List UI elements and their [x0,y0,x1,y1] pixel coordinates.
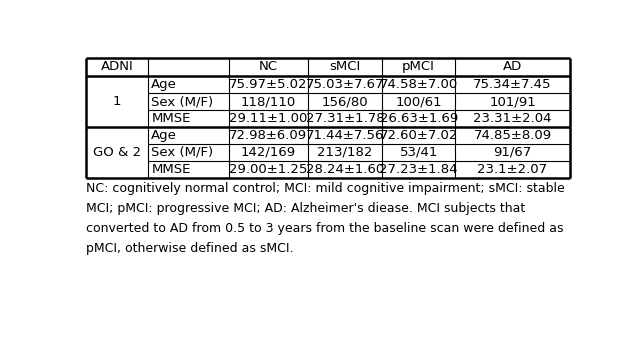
Text: 28.24±1.60: 28.24±1.60 [306,163,384,176]
Text: 74.85±8.09: 74.85±8.09 [474,129,552,142]
Text: sMCI: sMCI [330,61,361,73]
Text: 75.97±5.02: 75.97±5.02 [229,78,308,91]
Text: Sex (M/F): Sex (M/F) [151,95,213,108]
Text: 75.03±7.67: 75.03±7.67 [306,78,384,91]
Text: MMSE: MMSE [151,163,191,176]
Text: 213/182: 213/182 [317,146,372,159]
Text: 1: 1 [113,95,122,108]
Text: 75.34±7.45: 75.34±7.45 [473,78,552,91]
Text: Age: Age [151,129,177,142]
Text: 72.98±6.09: 72.98±6.09 [229,129,307,142]
Text: 91/67: 91/67 [493,146,532,159]
Text: 23.1±2.07: 23.1±2.07 [477,163,547,176]
Text: 27.31±1.78: 27.31±1.78 [306,112,385,125]
Text: 118/110: 118/110 [241,95,296,108]
Text: Sex (M/F): Sex (M/F) [151,146,213,159]
Text: NC: NC [259,61,278,73]
Text: 100/61: 100/61 [396,95,442,108]
Text: 142/169: 142/169 [241,146,296,159]
Text: 156/80: 156/80 [322,95,369,108]
Text: pMCI: pMCI [402,61,435,73]
Text: 72.60±7.02: 72.60±7.02 [380,129,458,142]
Text: 71.44±7.56: 71.44±7.56 [306,129,384,142]
Text: ADNI: ADNI [101,61,134,73]
Text: 29.00±1.25: 29.00±1.25 [229,163,307,176]
Text: 101/91: 101/91 [489,95,536,108]
Text: converted to AD from 0.5 to 3 years from the baseline scan were defined as: converted to AD from 0.5 to 3 years from… [86,222,564,235]
Text: 74.58±7.00: 74.58±7.00 [380,78,458,91]
Text: GO & 2: GO & 2 [93,146,141,159]
Text: pMCI, otherwise defined as sMCI.: pMCI, otherwise defined as sMCI. [86,242,294,255]
Text: NC: cognitively normal control; MCI: mild cognitive impairment; sMCI: stable: NC: cognitively normal control; MCI: mil… [86,182,565,195]
Text: 26.63±1.69: 26.63±1.69 [380,112,458,125]
Text: 29.11±1.00: 29.11±1.00 [229,112,307,125]
Text: 53/41: 53/41 [399,146,438,159]
Text: MMSE: MMSE [151,112,191,125]
Text: AD: AD [503,61,522,73]
Text: 27.23±1.84: 27.23±1.84 [380,163,458,176]
Text: Age: Age [151,78,177,91]
Text: 23.31±2.04: 23.31±2.04 [473,112,552,125]
Text: MCI; pMCI: progressive MCI; AD: Alzheimer's diease. MCI subjects that: MCI; pMCI: progressive MCI; AD: Alzheime… [86,202,525,215]
